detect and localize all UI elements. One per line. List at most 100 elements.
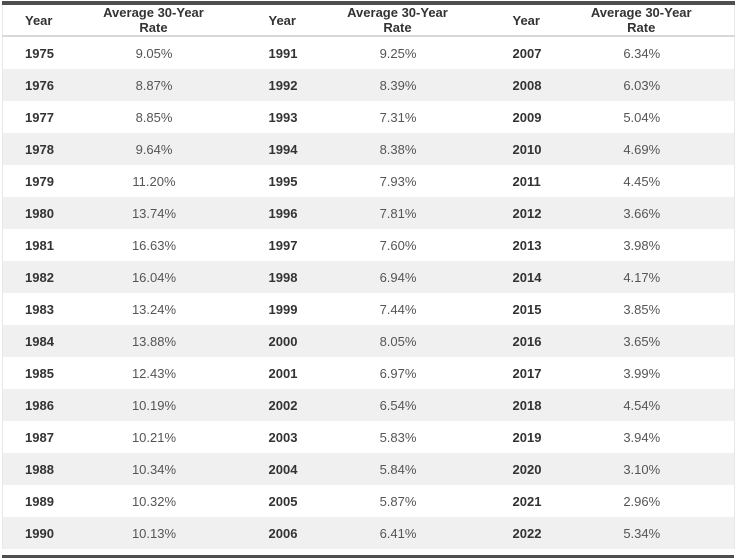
rate-cell: 10.21% bbox=[131, 429, 177, 445]
rate-cell: 9.25% bbox=[379, 45, 417, 61]
year-cell: 2002 bbox=[268, 397, 298, 413]
rate-cell: 6.54% bbox=[379, 397, 417, 413]
rate-cell: 9.64% bbox=[135, 141, 173, 157]
table-row: 1985 12.43% 2001 6.97% 2017 3.99% bbox=[2, 357, 735, 389]
rate-cell: 6.03% bbox=[623, 77, 661, 93]
year-cell: 1988 bbox=[25, 461, 54, 477]
year-cell: 2005 bbox=[268, 493, 298, 509]
rate-cell: 4.17% bbox=[623, 269, 661, 285]
rate-column-header: Average 30-Year Rate bbox=[347, 5, 448, 35]
rate-cell: 8.87% bbox=[135, 77, 173, 93]
year-cell: 2013 bbox=[512, 237, 542, 253]
rate-cell: 10.34% bbox=[131, 461, 177, 477]
rate-cell: 3.98% bbox=[623, 237, 661, 253]
rate-cell: 3.66% bbox=[623, 205, 661, 221]
year-cell: 1990 bbox=[25, 525, 54, 541]
rate-cell: 6.41% bbox=[379, 525, 417, 541]
year-cell: 1991 bbox=[268, 45, 298, 61]
table-bottom-border bbox=[2, 555, 734, 558]
year-cell: 1997 bbox=[268, 237, 298, 253]
year-cell: 1994 bbox=[268, 141, 298, 157]
header-row: Year Average 30-Year Rate Year Average 3… bbox=[2, 3, 735, 36]
rate-cell: 7.93% bbox=[379, 173, 417, 189]
year-cell: 2004 bbox=[268, 461, 298, 477]
year-cell: 2015 bbox=[512, 301, 542, 317]
rate-cell: 12.43% bbox=[131, 365, 177, 381]
rates-table: Year Average 30-Year Rate Year Average 3… bbox=[2, 1, 735, 549]
year-cell: 2007 bbox=[512, 45, 542, 61]
rate-cell: 4.45% bbox=[623, 173, 661, 189]
rate-cell: 16.63% bbox=[131, 237, 177, 253]
rate-cell: 6.34% bbox=[623, 45, 661, 61]
year-column-header: Year bbox=[25, 12, 53, 28]
rate-cell: 5.83% bbox=[379, 429, 417, 445]
table-row: 1984 13.88% 2000 8.05% 2016 3.65% bbox=[2, 325, 735, 357]
year-cell: 1986 bbox=[25, 397, 54, 413]
year-cell: 2014 bbox=[512, 269, 542, 285]
rate-cell: 8.05% bbox=[379, 333, 417, 349]
year-cell: 1978 bbox=[25, 141, 54, 157]
rate-cell: 5.34% bbox=[623, 525, 661, 541]
rate-cell: 3.10% bbox=[623, 461, 661, 477]
rate-cell: 7.60% bbox=[379, 237, 417, 253]
rate-cell: 13.74% bbox=[131, 205, 177, 221]
rate-cell: 3.99% bbox=[623, 365, 661, 381]
rate-cell: 8.85% bbox=[135, 109, 173, 125]
rate-cell: 10.32% bbox=[131, 493, 177, 509]
table-row: 1981 16.63% 1997 7.60% 2013 3.98% bbox=[2, 229, 735, 261]
rate-cell: 13.24% bbox=[131, 301, 177, 317]
rate-cell: 5.87% bbox=[379, 493, 417, 509]
table-row: 1978 9.64% 1994 8.38% 2010 4.69% bbox=[2, 133, 735, 165]
rate-cell: 6.97% bbox=[379, 365, 417, 381]
table-row: 1987 10.21% 2003 5.83% 2019 3.94% bbox=[2, 421, 735, 453]
table-row: 1977 8.85% 1993 7.31% 2009 5.04% bbox=[2, 101, 735, 133]
year-cell: 1996 bbox=[268, 205, 298, 221]
year-cell: 1975 bbox=[25, 45, 54, 61]
rate-cell: 5.04% bbox=[623, 109, 661, 125]
year-cell: 1984 bbox=[25, 333, 54, 349]
table-header: Year Average 30-Year Rate Year Average 3… bbox=[2, 3, 735, 36]
year-cell: 1982 bbox=[25, 269, 54, 285]
year-cell: 1998 bbox=[268, 269, 298, 285]
rate-column-header: Average 30-Year Rate bbox=[590, 5, 692, 35]
rate-column-header: Average 30-Year Rate bbox=[103, 5, 204, 35]
year-cell: 2001 bbox=[268, 365, 298, 381]
year-cell: 2000 bbox=[268, 333, 298, 349]
year-cell: 1999 bbox=[268, 301, 298, 317]
rate-cell: 3.65% bbox=[623, 333, 661, 349]
rate-cell: 4.54% bbox=[623, 397, 661, 413]
rate-cell: 16.04% bbox=[131, 269, 177, 285]
year-cell: 2003 bbox=[268, 429, 298, 445]
year-cell: 2011 bbox=[512, 173, 541, 189]
year-cell: 2006 bbox=[268, 525, 298, 541]
year-cell: 1989 bbox=[25, 493, 54, 509]
rate-cell: 6.94% bbox=[379, 269, 417, 285]
year-cell: 2021 bbox=[512, 493, 542, 509]
year-cell: 1992 bbox=[268, 77, 298, 93]
rate-cell: 2.96% bbox=[623, 493, 661, 509]
rate-cell: 3.85% bbox=[623, 301, 661, 317]
year-cell: 1993 bbox=[268, 109, 298, 125]
year-cell: 1977 bbox=[25, 109, 54, 125]
year-cell: 1985 bbox=[25, 365, 54, 381]
rate-cell: 10.19% bbox=[131, 397, 177, 413]
rate-cell: 5.84% bbox=[379, 461, 417, 477]
table-row: 1989 10.32% 2005 5.87% 2021 2.96% bbox=[2, 485, 735, 517]
table-row: 1979 11.20% 1995 7.93% 2011 4.45% bbox=[2, 165, 735, 197]
table-body: 1975 9.05% 1991 9.25% 2007 6.34% 1976 8.87% 1992… bbox=[2, 36, 735, 549]
year-cell: 1983 bbox=[25, 301, 54, 317]
rate-cell: 7.81% bbox=[379, 205, 417, 221]
year-cell: 1987 bbox=[25, 429, 54, 445]
year-cell: 2010 bbox=[512, 141, 542, 157]
rate-cell: 9.05% bbox=[135, 45, 173, 61]
year-cell: 2019 bbox=[512, 429, 542, 445]
table-row: 1983 13.24% 1999 7.44% 2015 3.85% bbox=[2, 293, 735, 325]
table-row: 1982 16.04% 1998 6.94% 2014 4.17% bbox=[2, 261, 735, 293]
table-row: 1976 8.87% 1992 8.39% 2008 6.03% bbox=[2, 69, 735, 101]
year-cell: 1980 bbox=[25, 205, 54, 221]
table-row: 1975 9.05% 1991 9.25% 2007 6.34% bbox=[2, 36, 735, 69]
year-cell: 2009 bbox=[512, 109, 542, 125]
year-column-header: Year bbox=[268, 12, 296, 28]
rate-cell: 10.13% bbox=[131, 525, 177, 541]
